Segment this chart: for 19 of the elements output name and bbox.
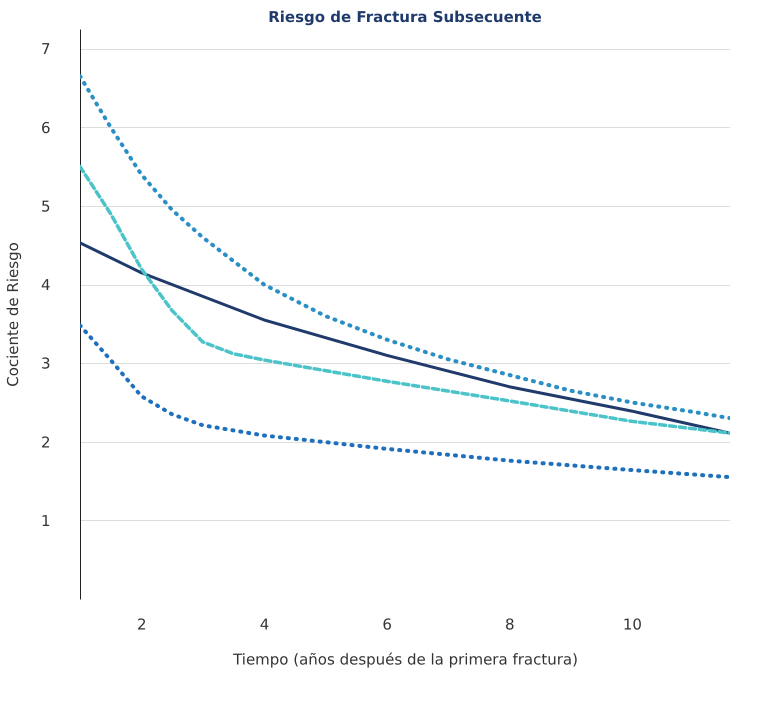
x-axis-title: Tiempo (años después de la primera fractura) <box>232 650 578 668</box>
y-tick-label: 5 <box>40 197 50 216</box>
line-series <box>80 323 730 480</box>
y-tick-label: 4 <box>40 276 50 294</box>
y-tick-label: 2 <box>40 433 50 452</box>
y-tick-label: 6 <box>40 118 50 137</box>
chart-title: Riesgo de Fractura Subsecuente <box>268 8 542 26</box>
x-tick-label: 4 <box>260 616 270 634</box>
x-tick-label: 10 <box>622 616 642 634</box>
line-series <box>80 74 730 420</box>
line-series <box>80 241 730 435</box>
y-tick-label: 1 <box>40 512 50 530</box>
x-tick-label: 6 <box>382 616 392 634</box>
line-series <box>80 164 730 435</box>
y-tick-label: 3 <box>40 354 50 373</box>
y-tick-label: 7 <box>40 40 50 58</box>
x-tick-label: 8 <box>504 616 515 634</box>
y-axis-title: Cociente de Riesgo <box>4 242 22 387</box>
x-tick-label: 2 <box>137 616 147 634</box>
